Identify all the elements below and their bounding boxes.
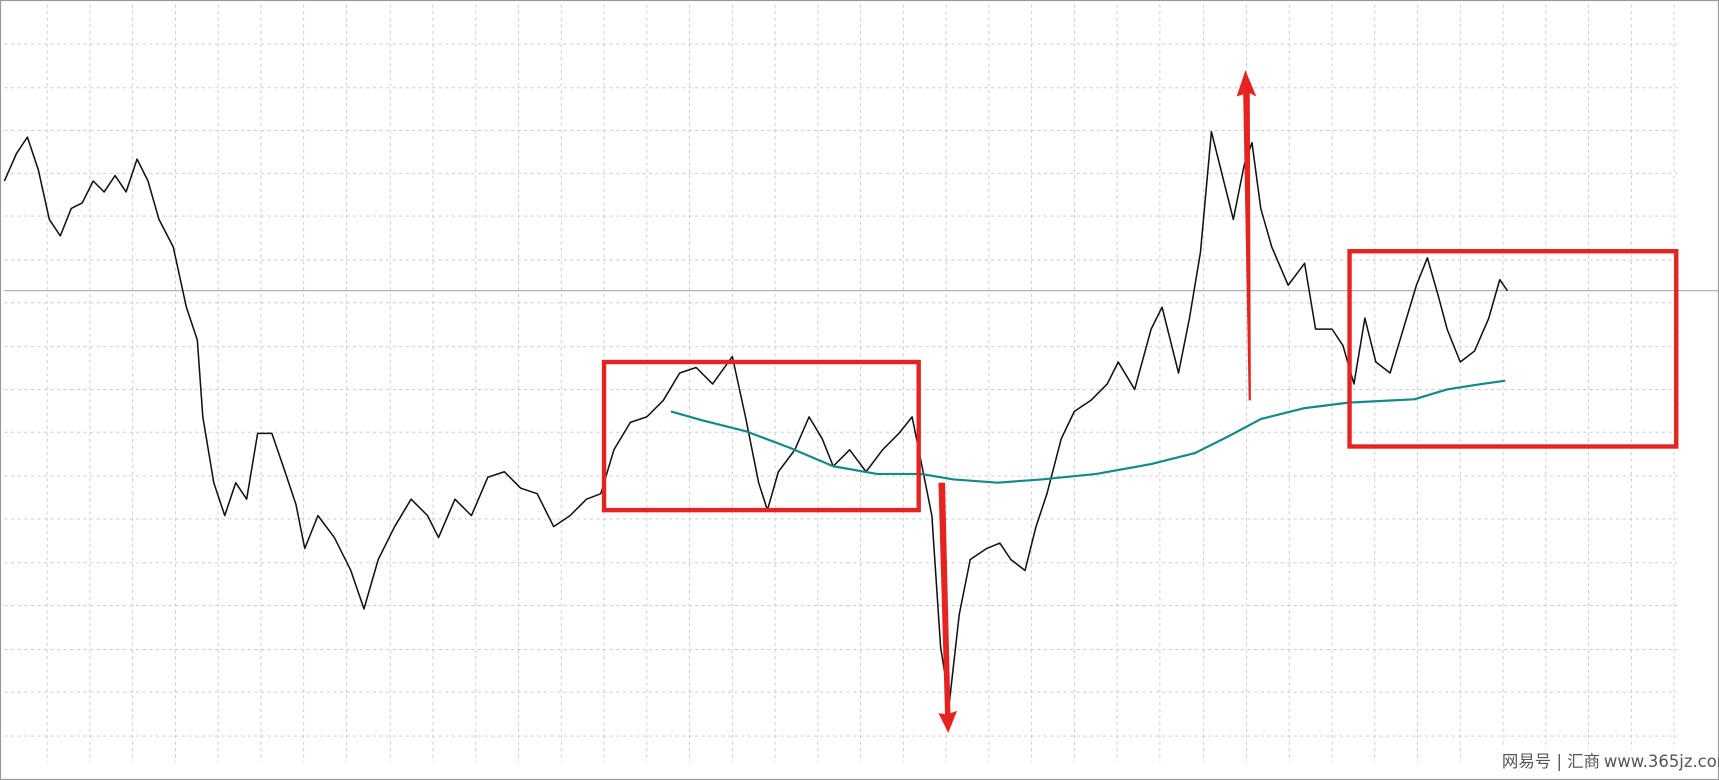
grid: [4, 4, 1678, 763]
watermark-bg: [1496, 745, 1716, 777]
up-arrow: [1236, 70, 1257, 401]
highlight-box: [601, 359, 921, 513]
moving-average: [670, 379, 1506, 484]
down-arrow: [938, 482, 958, 733]
highlight-box: [1347, 249, 1679, 449]
price-line: [3, 130, 1509, 703]
watermark: 网易号 | 汇商: [1502, 752, 1600, 771]
plot: [3, 130, 1509, 703]
watermark-url: www.365jz.com: [1604, 752, 1719, 771]
